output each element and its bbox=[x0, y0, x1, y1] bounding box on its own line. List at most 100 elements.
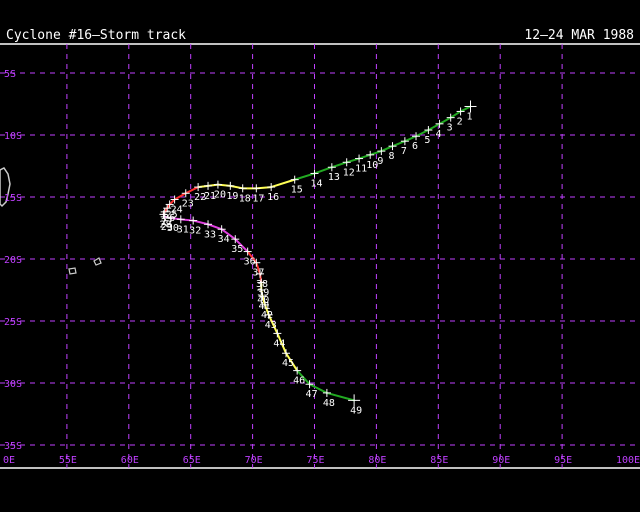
lat-label: 30S bbox=[4, 379, 22, 390]
track-point-label: 17 bbox=[252, 193, 264, 204]
lon-label: 60E bbox=[121, 455, 139, 466]
storm-track: 1234567891011121314151617181920212223242… bbox=[159, 100, 477, 416]
track-point-label: 9 bbox=[377, 156, 383, 167]
track-segment bbox=[296, 369, 311, 386]
track-point-label: 8 bbox=[388, 151, 394, 162]
track-point-label: 47 bbox=[306, 389, 318, 400]
track-segment bbox=[403, 135, 418, 143]
lon-label: 100E bbox=[616, 455, 640, 466]
mauritius-island bbox=[93, 257, 102, 266]
date-range: 12–24 MAR 1988 bbox=[524, 28, 634, 43]
track-point-label: 23 bbox=[182, 198, 194, 209]
track-point-label: 16 bbox=[267, 192, 279, 203]
track-point-label: 3 bbox=[447, 123, 453, 134]
track-point-label: 10 bbox=[366, 160, 378, 171]
track-point-label: 43 bbox=[265, 320, 277, 331]
track-segment bbox=[313, 166, 333, 175]
track-segment bbox=[391, 140, 406, 148]
track-segment bbox=[358, 153, 372, 160]
lon-label: 65E bbox=[183, 455, 201, 466]
track-point-label: 4 bbox=[436, 129, 442, 140]
track-point-label: 44 bbox=[273, 338, 285, 349]
track-point-label: 2 bbox=[457, 116, 463, 127]
lon-label: 85E bbox=[430, 455, 448, 466]
madagascar-coast bbox=[0, 167, 11, 208]
track-segment bbox=[270, 178, 296, 189]
lat-lon-grid bbox=[0, 44, 640, 468]
map-title: Cyclone #16–Storm track bbox=[6, 28, 187, 43]
landmasses bbox=[0, 167, 102, 275]
track-point-label: 37 bbox=[252, 268, 264, 279]
track-point-label: 13 bbox=[328, 172, 340, 183]
lat-label: 5S bbox=[4, 69, 16, 80]
track-point-label: 27 bbox=[161, 217, 173, 228]
track-point-label: 30 bbox=[167, 223, 179, 234]
track-segment bbox=[330, 161, 348, 169]
track-segment bbox=[449, 110, 462, 119]
track-segment bbox=[285, 352, 299, 372]
lon-label: 75E bbox=[307, 455, 325, 466]
track-point-label: 42 bbox=[261, 310, 273, 321]
track-segment bbox=[184, 186, 200, 195]
track-segment bbox=[276, 332, 288, 355]
track-segment bbox=[255, 261, 262, 275]
track-segment bbox=[263, 303, 270, 316]
track-point-label: 5 bbox=[424, 135, 430, 146]
track-point-label: 19 bbox=[226, 191, 238, 202]
lon-label: 80E bbox=[368, 455, 386, 466]
lon-label: 0E bbox=[3, 455, 15, 466]
grid-labels: 0E 55E 60E 65E 70E 75E 80E 85E 90E 95E 100E5S10S15… bbox=[3, 69, 640, 466]
track-segment bbox=[234, 238, 249, 253]
track-segment bbox=[207, 223, 223, 231]
track-point-label: 14 bbox=[311, 178, 323, 189]
track-point-label: 36 bbox=[244, 257, 256, 268]
track-point-label: 1 bbox=[466, 111, 472, 122]
lat-label: 25S bbox=[4, 317, 22, 328]
track-segment bbox=[380, 145, 394, 153]
lon-label: 95E bbox=[554, 455, 572, 466]
track-segment bbox=[369, 150, 383, 156]
track-point-label: 38 bbox=[256, 279, 268, 290]
track-point-label: 11 bbox=[355, 164, 367, 175]
track-point-label: 12 bbox=[343, 167, 355, 178]
track-point-label: 45 bbox=[282, 358, 294, 369]
track-point-label: 22 bbox=[194, 192, 206, 203]
lon-label: 55E bbox=[59, 455, 77, 466]
track-point-label: 7 bbox=[401, 146, 407, 157]
track-point-label: 34 bbox=[218, 234, 230, 245]
track-segment bbox=[246, 250, 258, 264]
track-point-label: 40 bbox=[257, 295, 269, 306]
track-segment bbox=[220, 228, 237, 241]
track-segment bbox=[308, 383, 328, 394]
track-point-label: 26 bbox=[163, 213, 175, 224]
track-point-label: 20 bbox=[214, 190, 226, 201]
track-segment bbox=[192, 219, 210, 226]
track-point-label: 18 bbox=[239, 193, 251, 204]
track-point-label: 32 bbox=[189, 226, 201, 237]
track-point-label: 29 bbox=[161, 222, 173, 233]
track-segment bbox=[345, 157, 361, 164]
track-point-label: 33 bbox=[204, 229, 216, 240]
track-segment bbox=[438, 116, 452, 125]
track-point-label: 24 bbox=[171, 204, 183, 215]
track-point-label: 48 bbox=[323, 398, 335, 409]
track-point-label: 39 bbox=[257, 288, 269, 299]
track-point-label: 25 bbox=[166, 209, 178, 220]
track-segment bbox=[325, 391, 356, 402]
lat-label: 20S bbox=[4, 255, 22, 266]
track-point-label: 31 bbox=[177, 224, 189, 235]
track-segment bbox=[459, 105, 472, 113]
track-segment bbox=[415, 129, 430, 138]
lat-label: 15S bbox=[4, 193, 22, 204]
track-point-label: 35 bbox=[231, 244, 243, 255]
track-segment bbox=[427, 122, 441, 132]
track-point-label: 6 bbox=[412, 141, 418, 152]
track-segment bbox=[293, 172, 316, 181]
track-point-label: 28 bbox=[159, 219, 171, 230]
track-point-label: 21 bbox=[204, 191, 216, 202]
lat-label: 35S bbox=[4, 441, 22, 452]
track-segment bbox=[173, 192, 187, 201]
lat-label: 10S bbox=[4, 131, 22, 142]
track-point-label: 15 bbox=[291, 185, 303, 196]
